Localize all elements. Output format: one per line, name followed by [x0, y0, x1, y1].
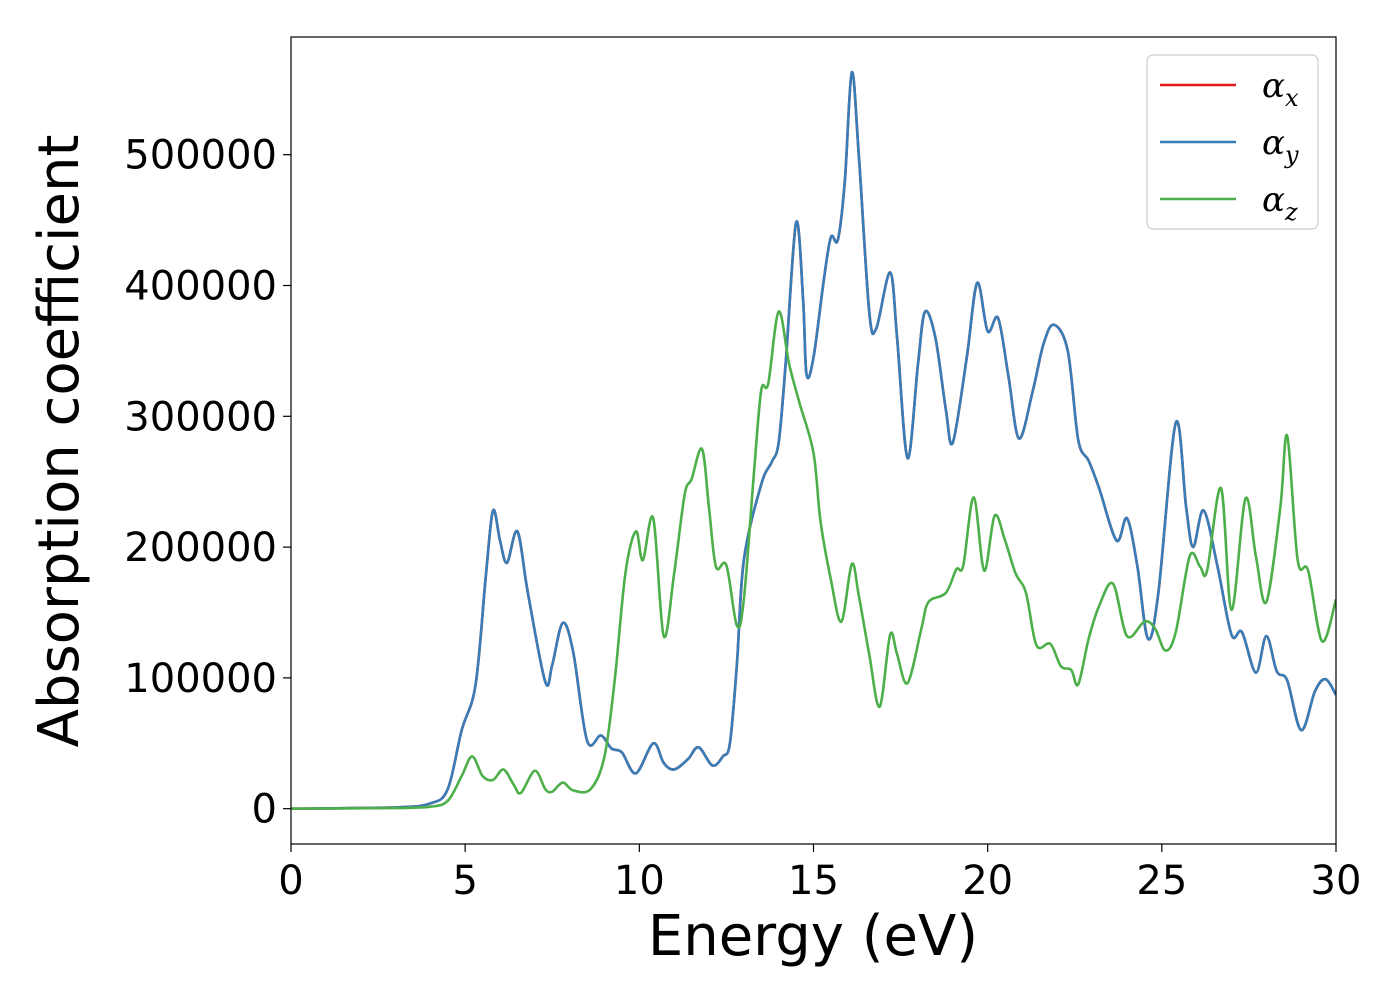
legend-label-y: αy [1262, 123, 1299, 169]
series-line-z [291, 310, 1336, 810]
x-tick-label: 30 [1311, 858, 1362, 904]
y-tick-label: 400000 [124, 264, 277, 310]
y-tick-label: 200000 [124, 525, 277, 571]
y-axis-title: Absorption coefficient [27, 135, 92, 748]
legend-label-x: αx [1262, 66, 1299, 112]
y-tick-label: 500000 [124, 133, 277, 179]
y-tick-label: 0 [252, 787, 277, 833]
y-tick-label: 300000 [124, 394, 277, 440]
x-tick-label: 10 [614, 858, 665, 904]
legend: αx αy αz [1146, 54, 1319, 230]
x-tick-label: 25 [1136, 858, 1187, 904]
legend-label-z: αz [1262, 180, 1298, 226]
series-line-y [291, 70, 1336, 810]
x-tick-label: 15 [788, 858, 839, 904]
x-tick-label: 20 [962, 858, 1013, 904]
x-tick-label: 0 [278, 858, 303, 904]
y-tick-label: 100000 [124, 656, 277, 702]
x-axis-title: Energy (eV) [648, 904, 978, 969]
x-axis: 0 5 10 15 20 25 30 [278, 844, 1361, 904]
x-tick-label: 5 [452, 858, 477, 904]
y-axis: 0 100000 200000 300000 400000 500000 [124, 133, 291, 833]
series-layer [291, 70, 1336, 810]
